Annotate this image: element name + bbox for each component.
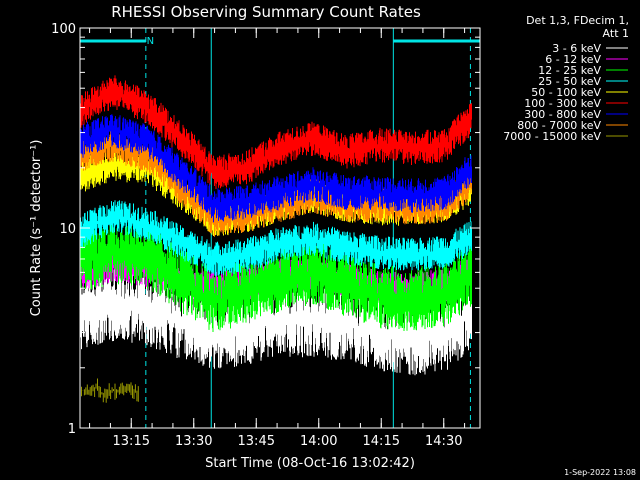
- x-tick-label: 13:30: [175, 434, 212, 449]
- legend-header-line: Att 1: [603, 27, 629, 40]
- y-tick-label: 10: [59, 222, 76, 237]
- x-tick-label: 13:15: [113, 434, 150, 449]
- x-tick-label: 14:30: [425, 434, 462, 449]
- legend-entry-label: 25 - 50 keV: [538, 75, 601, 88]
- night-annotation: N: [147, 36, 154, 47]
- y-axis-label: Count Rate (s⁻¹ detector⁻¹): [29, 140, 44, 317]
- timestamp-label: 1-Sep-2022 13:08: [564, 468, 636, 477]
- legend-header-line: Det 1,3, FDecim 1,: [526, 14, 629, 27]
- legend-entry-label: 3 - 6 keV: [552, 42, 601, 55]
- chart-title: RHESSI Observing Summary Count Rates: [111, 3, 421, 21]
- series-trace-0: [80, 267, 472, 376]
- legend-entry-label: 800 - 7000 keV: [517, 119, 601, 132]
- legend-entry-label: 12 - 25 keV: [538, 64, 601, 77]
- legend-entry-label: 6 - 12 keV: [545, 53, 601, 66]
- x-tick-label: 14:00: [300, 434, 337, 449]
- legend-entry-label: 100 - 300 keV: [524, 97, 601, 110]
- series-trace-5: [80, 75, 472, 189]
- series-trace-2: [80, 220, 472, 332]
- x-tick-label: 14:15: [363, 434, 400, 449]
- y-tick-label: 100: [51, 22, 76, 37]
- x-axis-label: Start Time (08-Oct-16 13:02:42): [205, 456, 415, 471]
- legend-entry-label: 7000 - 15000 keV: [503, 130, 601, 143]
- series-trace-8: [80, 378, 139, 403]
- x-tick-label: 13:45: [238, 434, 275, 449]
- y-tick-label: 1: [68, 422, 76, 437]
- series-trace-6: [80, 114, 472, 223]
- series-trace-3: [80, 200, 472, 276]
- legend-entry-label: 50 - 100 keV: [531, 86, 601, 99]
- legend-entry-label: 300 - 800 keV: [524, 108, 601, 121]
